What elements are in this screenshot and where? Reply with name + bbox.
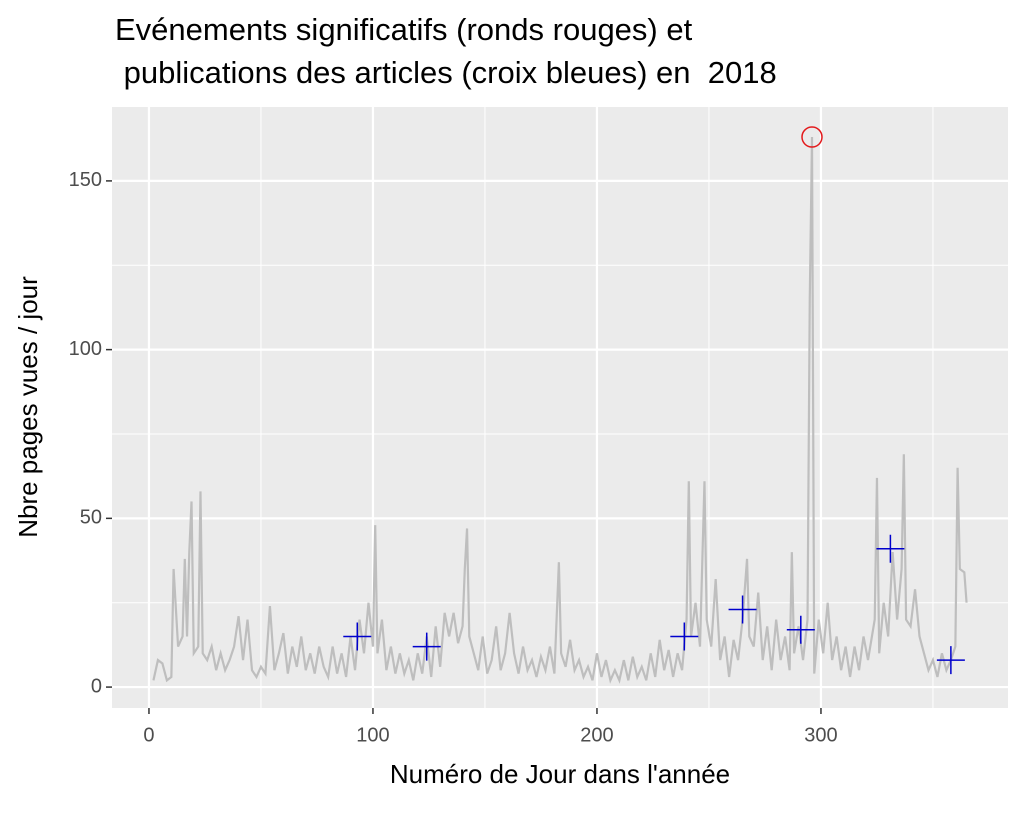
cross-marker [343,622,372,651]
x-tick-label: 0 [143,724,154,746]
y-tick-label: 100 [69,338,102,360]
y-tick-label: 150 [69,169,102,191]
circle-marker [801,126,823,148]
chart-title: Evénements significatifs (ronds rouges) … [115,12,777,90]
x-tick-label: 200 [580,724,613,746]
cross-marker [728,595,757,624]
cross-marker [412,632,441,661]
y-axis-title: Nbre pages vues / jour [13,276,43,538]
x-axis-title: Numéro de Jour dans l'année [390,759,730,789]
y-tick-label: 0 [91,675,102,697]
x-tick-label: 100 [356,724,389,746]
cross-marker [936,646,965,675]
y-tick-label: 50 [80,507,102,529]
cross-marker [786,615,815,644]
cross-marker [670,622,699,651]
cross-marker [876,534,905,563]
data-line [152,137,968,684]
x-tick-label: 300 [804,724,837,746]
